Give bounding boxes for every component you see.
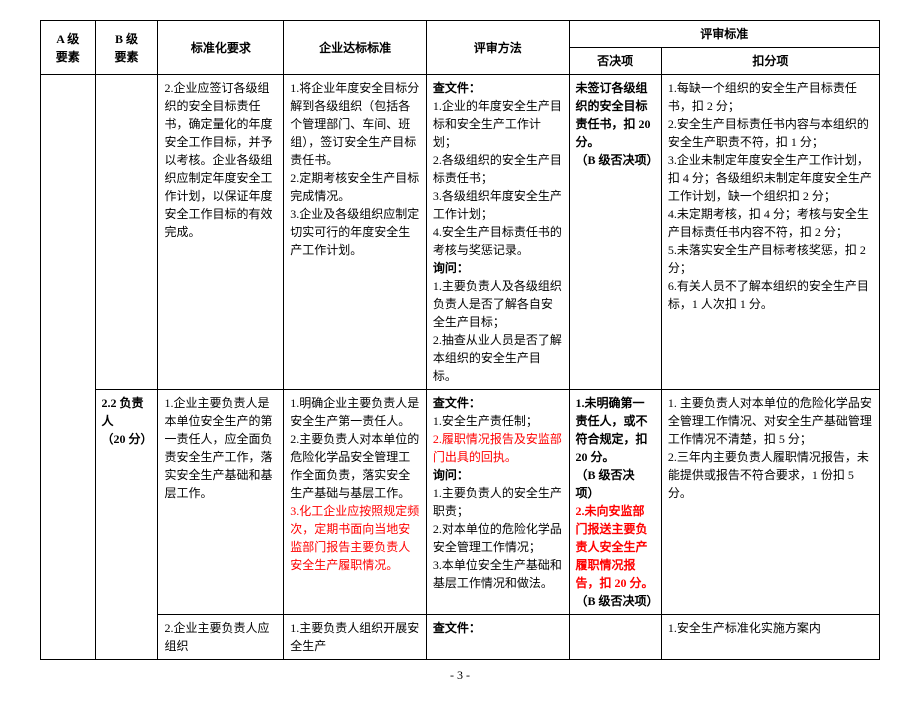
cell-deduct: 1. 主要负责人对本单位的危险化学品安全管理工作情况、对安全生产基础管理工作情况… xyxy=(661,390,879,615)
header-veto: 否决项 xyxy=(569,48,661,75)
cell-deduct: 1.安全生产标准化实施方案内 xyxy=(661,615,879,660)
cell-eval: 查文件： 1.安全生产责任制； 2.履职情况报告及安监部门出具的回执。 询问： … xyxy=(426,390,569,615)
cell-std: 2.企业主要负责人应组织 xyxy=(158,615,284,660)
table-row: 2.企业主要负责人应组织 1.主要负责人组织开展安全生产 查文件： 1.安全生产… xyxy=(41,615,880,660)
cell-a-level xyxy=(41,75,96,660)
cell-eval: 查文件： 1.企业的年度安全生产目标和安全生产工作计划； 2.各级组织的安全生产… xyxy=(426,75,569,390)
cell-std: 1.企业主要负责人是本单位安全生产的第一责任人，应全面负责安全生产工作，落实安全… xyxy=(158,390,284,615)
table-row: 2.2 负责人 （20 分） 1.企业主要负责人是本单位安全生产的第一责任人，应… xyxy=(41,390,880,615)
cell-ent: 1.明确企业主要负责人是安全生产第一责任人。 2.主要负责人对本单位的危险化学品… xyxy=(284,390,427,615)
cell-std: 2.企业应签订各级组织的安全目标责任书，确定量化的年度安全工作目标，并予以考核。… xyxy=(158,75,284,390)
cell-eval: 查文件： xyxy=(426,615,569,660)
cell-ent: 1.将企业年度安全目标分解到各级组织（包括各个管理部门、车间、班组），签订安全生… xyxy=(284,75,427,390)
standards-table: A 级 要素 B 级 要素 标准化要求 企业达标标准 评审方法 评审标准 否决项… xyxy=(40,20,880,660)
header-ent: 企业达标标准 xyxy=(284,21,427,75)
cell-veto xyxy=(569,615,661,660)
header-review: 评审标准 xyxy=(569,21,879,48)
header-a: A 级 要素 xyxy=(41,21,96,75)
header-std: 标准化要求 xyxy=(158,21,284,75)
header-eval: 评审方法 xyxy=(426,21,569,75)
header-b: B 级 要素 xyxy=(95,21,158,75)
cell-ent: 1.主要负责人组织开展安全生产 xyxy=(284,615,427,660)
header-row-1: A 级 要素 B 级 要素 标准化要求 企业达标标准 评审方法 评审标准 xyxy=(41,21,880,48)
cell-veto: 1.未明确第一责任人，或不符合规定，扣 20 分。 （B 级否决项） 2.未向安… xyxy=(569,390,661,615)
cell-deduct: 1.每缺一个组织的安全生产目标责任书，扣 2 分； 2.安全生产目标责任书内容与… xyxy=(661,75,879,390)
cell-b-level xyxy=(95,75,158,390)
table-row: 2.企业应签订各级组织的安全目标责任书，确定量化的年度安全工作目标，并予以考核。… xyxy=(41,75,880,390)
cell-veto: 未签订各级组织的安全目标责任书，扣 20 分。 （B 级否决项） xyxy=(569,75,661,390)
header-deduct: 扣分项 xyxy=(661,48,879,75)
page-number: - 3 - xyxy=(40,668,880,683)
cell-b-level: 2.2 负责人 （20 分） xyxy=(95,390,158,660)
